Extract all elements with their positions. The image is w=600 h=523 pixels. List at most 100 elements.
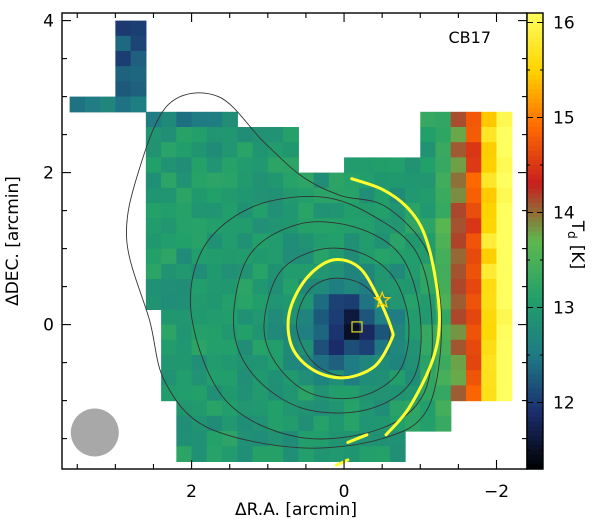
heatmap-cell [206,279,223,295]
heatmap-cell [191,446,208,462]
heatmap-cell [450,187,467,204]
heatmap-cell [267,446,284,462]
colorbar-segment [527,150,543,157]
colorbar-segment [527,435,543,442]
heatmap-cell [420,203,437,219]
heatmap-cell [359,294,376,310]
heatmap-cell [237,294,254,310]
heatmap-cell [222,415,238,432]
heatmap-cell [222,218,238,234]
heatmap-cell [252,339,269,356]
heatmap-cell [450,324,467,341]
y-tick-label: 4 [43,12,54,32]
heatmap-cell [496,187,513,204]
colorbar-segment [527,36,543,43]
heatmap-cell [359,355,376,371]
heatmap-cell [405,203,421,219]
yellow-contours [286,177,441,467]
heatmap-cell [206,111,223,128]
heatmap-cell [191,294,208,310]
heatmap-cell [161,294,177,310]
heatmap-cell [313,355,330,371]
colorbar-segment [527,298,543,304]
heatmap-cell [237,142,254,158]
heatmap-cell [435,263,452,280]
heatmap-cell [176,111,193,128]
colorbar-segment [527,416,543,423]
heatmap-cell [206,339,223,356]
heatmap-cell [267,172,284,189]
colorbar-segment [527,117,543,123]
heatmap-cell [115,66,132,82]
heatmap-cell [344,324,360,341]
yellow-contour-line [350,177,441,437]
heatmap-cell [191,218,208,234]
heatmap-cell [466,203,482,219]
heatmap-cell [328,187,345,204]
heatmap-cell [344,294,360,310]
heatmap-cell [344,415,360,432]
heatmap-cell [298,370,315,386]
heatmap-cell [237,339,254,356]
colorbar-tick-label: 15 [553,109,575,129]
colorbar-segment [527,41,543,47]
heatmap-cell [313,415,330,432]
heatmap-cell [328,248,345,265]
colorbar-segment [527,155,543,161]
heatmap-cell [222,446,238,462]
axis-ticks: 2 0 −2 4 2 0 [43,12,527,502]
colorbar-frame [526,12,544,470]
heatmap-cell [420,415,437,432]
colorbar-segment [527,350,543,356]
heatmap-cell [206,431,223,447]
heatmap-cell [206,172,223,189]
heatmap-cell [450,157,467,174]
heatmap-cell [466,218,482,234]
heatmap-cell [405,324,421,341]
heatmap-cell [206,294,223,310]
heatmap-cell [191,187,208,204]
heatmap-cell [466,339,482,356]
heatmap-cell [435,172,452,189]
heatmap-cell [328,415,345,432]
heatmap-cell [161,324,177,341]
heatmap-cell [222,187,238,204]
colorbar-segment [527,421,543,427]
heatmap-cell [237,263,254,280]
heatmap-cell [374,263,391,280]
heatmap-cell [237,233,254,250]
heatmap-cell [389,309,406,326]
heatmap-cell [450,142,467,158]
heatmap-cell [481,111,498,128]
colorbar-tick-label: 16 [553,14,575,34]
density-contour-line [263,247,410,400]
heatmap-cell [435,400,452,417]
heatmap-cell [283,446,299,462]
heatmap-cell [283,172,299,189]
heatmap-cell [145,263,162,280]
heatmap-cell [344,263,360,280]
heatmap-cell [450,172,467,189]
colorbar-segment [527,146,543,152]
heatmap-cell [161,248,177,265]
heatmap-cell [466,355,482,371]
heatmap-cell [267,187,284,204]
heatmap-cell [176,187,193,204]
heatmap-cell [161,203,177,219]
heatmap-cell [405,263,421,280]
colorbar-segment [527,459,543,465]
heatmap-cell [450,294,467,310]
heatmap-cell [176,218,193,234]
density-contour-line [233,221,422,414]
heatmap-cell [176,127,193,143]
heatmap-cell [176,370,193,386]
heatmap-cell [191,355,208,371]
heatmap-cell [222,385,238,402]
heatmap-cell [161,309,177,326]
heatmap-cell [298,233,315,250]
colorbar-segment [527,127,543,133]
colorbar-segment [527,79,543,85]
heatmap-cell [389,187,406,204]
heatmap-cell [420,309,437,326]
heatmap-cell [176,172,193,189]
